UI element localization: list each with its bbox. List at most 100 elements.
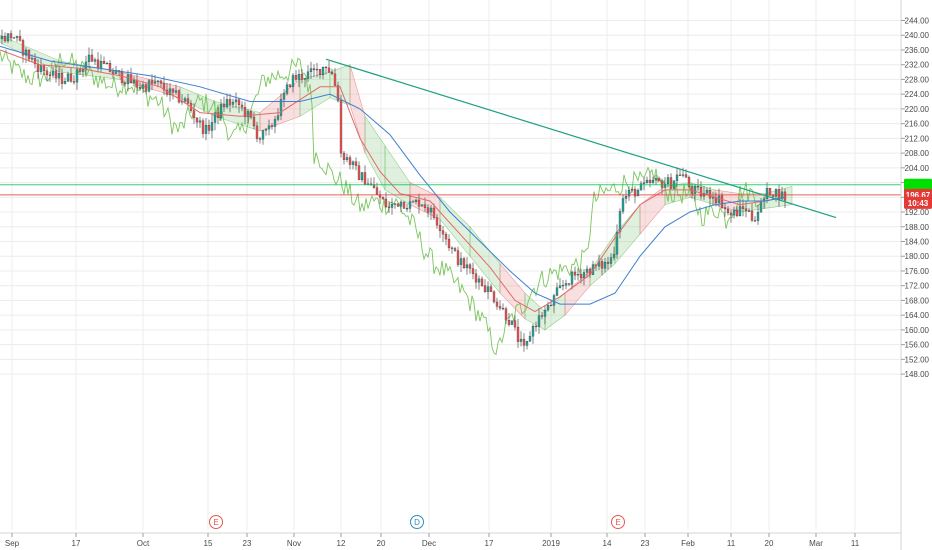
candle-body[interactable] <box>48 74 52 76</box>
candle-body[interactable] <box>669 177 673 189</box>
candle-body[interactable] <box>753 220 757 222</box>
candle-body[interactable] <box>213 112 217 123</box>
candle-body[interactable] <box>375 187 379 195</box>
candle-body[interactable] <box>645 179 649 183</box>
time-axis[interactable]: Sep 17 Oct 15 23 Nov 12 20 Dec 17 2019 14 23 Feb 11 20 M… <box>0 532 901 550</box>
candle-body[interactable] <box>210 122 214 131</box>
candle-body[interactable] <box>42 65 46 72</box>
candle-body[interactable] <box>120 71 124 83</box>
candle-body[interactable] <box>174 90 178 93</box>
candle-body[interactable] <box>75 69 79 83</box>
candle-body[interactable] <box>36 63 40 72</box>
candle-body[interactable] <box>60 73 64 84</box>
candle-body[interactable] <box>780 191 784 200</box>
candle-body[interactable] <box>726 208 730 214</box>
candle-body[interactable] <box>186 98 190 104</box>
candle-body[interactable] <box>54 70 58 79</box>
event-marker-d[interactable] <box>410 515 424 529</box>
candle-body[interactable] <box>498 306 502 309</box>
candle-body[interactable] <box>582 272 586 279</box>
candle-body[interactable] <box>279 99 283 116</box>
candle-body[interactable] <box>231 101 235 105</box>
candle-body[interactable] <box>465 264 469 269</box>
candle-body[interactable] <box>558 285 562 288</box>
candle-body[interactable] <box>168 88 172 95</box>
candle-body[interactable] <box>126 74 130 85</box>
candle-body[interactable] <box>477 278 481 283</box>
candle-body[interactable] <box>33 58 37 65</box>
candle-body[interactable] <box>423 204 427 208</box>
candle-body[interactable] <box>441 230 445 235</box>
candle-body[interactable] <box>555 287 559 296</box>
candle-body[interactable] <box>696 186 700 188</box>
candle-body[interactable] <box>6 33 10 42</box>
candle-body[interactable] <box>207 125 211 131</box>
candle-body[interactable] <box>345 157 349 160</box>
candle-body[interactable] <box>474 273 478 283</box>
candle-body[interactable] <box>492 291 496 303</box>
candle-body[interactable] <box>453 248 457 251</box>
candle-body[interactable] <box>357 165 361 180</box>
candle-body[interactable] <box>468 264 472 269</box>
candle-body[interactable] <box>723 207 727 210</box>
candle-body[interactable] <box>756 212 760 221</box>
candle-body[interactable] <box>684 174 688 178</box>
candle-body[interactable] <box>237 99 241 106</box>
candle-body[interactable] <box>603 262 607 269</box>
candle-body[interactable] <box>90 54 94 62</box>
candle-body[interactable] <box>540 315 544 317</box>
candle-body[interactable] <box>615 231 619 255</box>
candle-body[interactable] <box>693 186 697 194</box>
candle-body[interactable] <box>519 338 523 342</box>
candle-body[interactable] <box>183 98 187 102</box>
candle-body[interactable] <box>249 111 253 118</box>
candle-body[interactable] <box>525 341 529 346</box>
candle-body[interactable] <box>438 224 442 231</box>
candle-body[interactable] <box>285 84 289 94</box>
candle-body[interactable] <box>681 174 685 176</box>
candle-body[interactable] <box>768 188 772 196</box>
candle-body[interactable] <box>339 100 343 154</box>
candle-body[interactable] <box>336 85 340 101</box>
candle-body[interactable] <box>267 125 271 130</box>
candle-body[interactable] <box>759 200 763 213</box>
candle-body[interactable] <box>531 325 535 337</box>
candle-body[interactable] <box>471 268 475 274</box>
candle-body[interactable] <box>150 80 154 84</box>
candle-body[interactable] <box>654 178 658 181</box>
candle-body[interactable] <box>657 178 661 181</box>
candle-body[interactable] <box>729 212 733 216</box>
candle-body[interactable] <box>171 88 175 93</box>
candle-body[interactable] <box>675 174 679 181</box>
candle-body[interactable] <box>348 157 352 165</box>
candle-body[interactable] <box>21 40 25 56</box>
candle-body[interactable] <box>201 120 205 134</box>
event-marker-e[interactable] <box>209 515 223 529</box>
candle-body[interactable] <box>618 211 622 233</box>
candle-body[interactable] <box>408 201 412 209</box>
candle-body[interactable] <box>507 320 511 325</box>
candle-body[interactable] <box>708 190 712 199</box>
candle-body[interactable] <box>273 119 277 127</box>
candle-body[interactable] <box>504 308 508 321</box>
candle-body[interactable] <box>99 61 103 69</box>
candle-body[interactable] <box>297 74 301 80</box>
candle-body[interactable] <box>81 69 85 72</box>
candle-body[interactable] <box>354 161 358 166</box>
candle-body[interactable] <box>219 104 223 118</box>
candle-body[interactable] <box>57 73 61 79</box>
candle-body[interactable] <box>399 201 403 207</box>
candle-body[interactable] <box>300 74 304 80</box>
candle-body[interactable] <box>264 128 268 131</box>
candle-body[interactable] <box>324 66 328 69</box>
candle-body[interactable] <box>282 93 286 100</box>
candle-body[interactable] <box>96 59 100 69</box>
candle-body[interactable] <box>522 338 526 346</box>
candle-body[interactable] <box>699 187 703 197</box>
candle-body[interactable] <box>51 70 55 76</box>
candle-body[interactable] <box>384 198 388 207</box>
candle-body[interactable] <box>489 286 493 292</box>
candle-body[interactable] <box>309 68 313 72</box>
candle-body[interactable] <box>312 68 316 71</box>
